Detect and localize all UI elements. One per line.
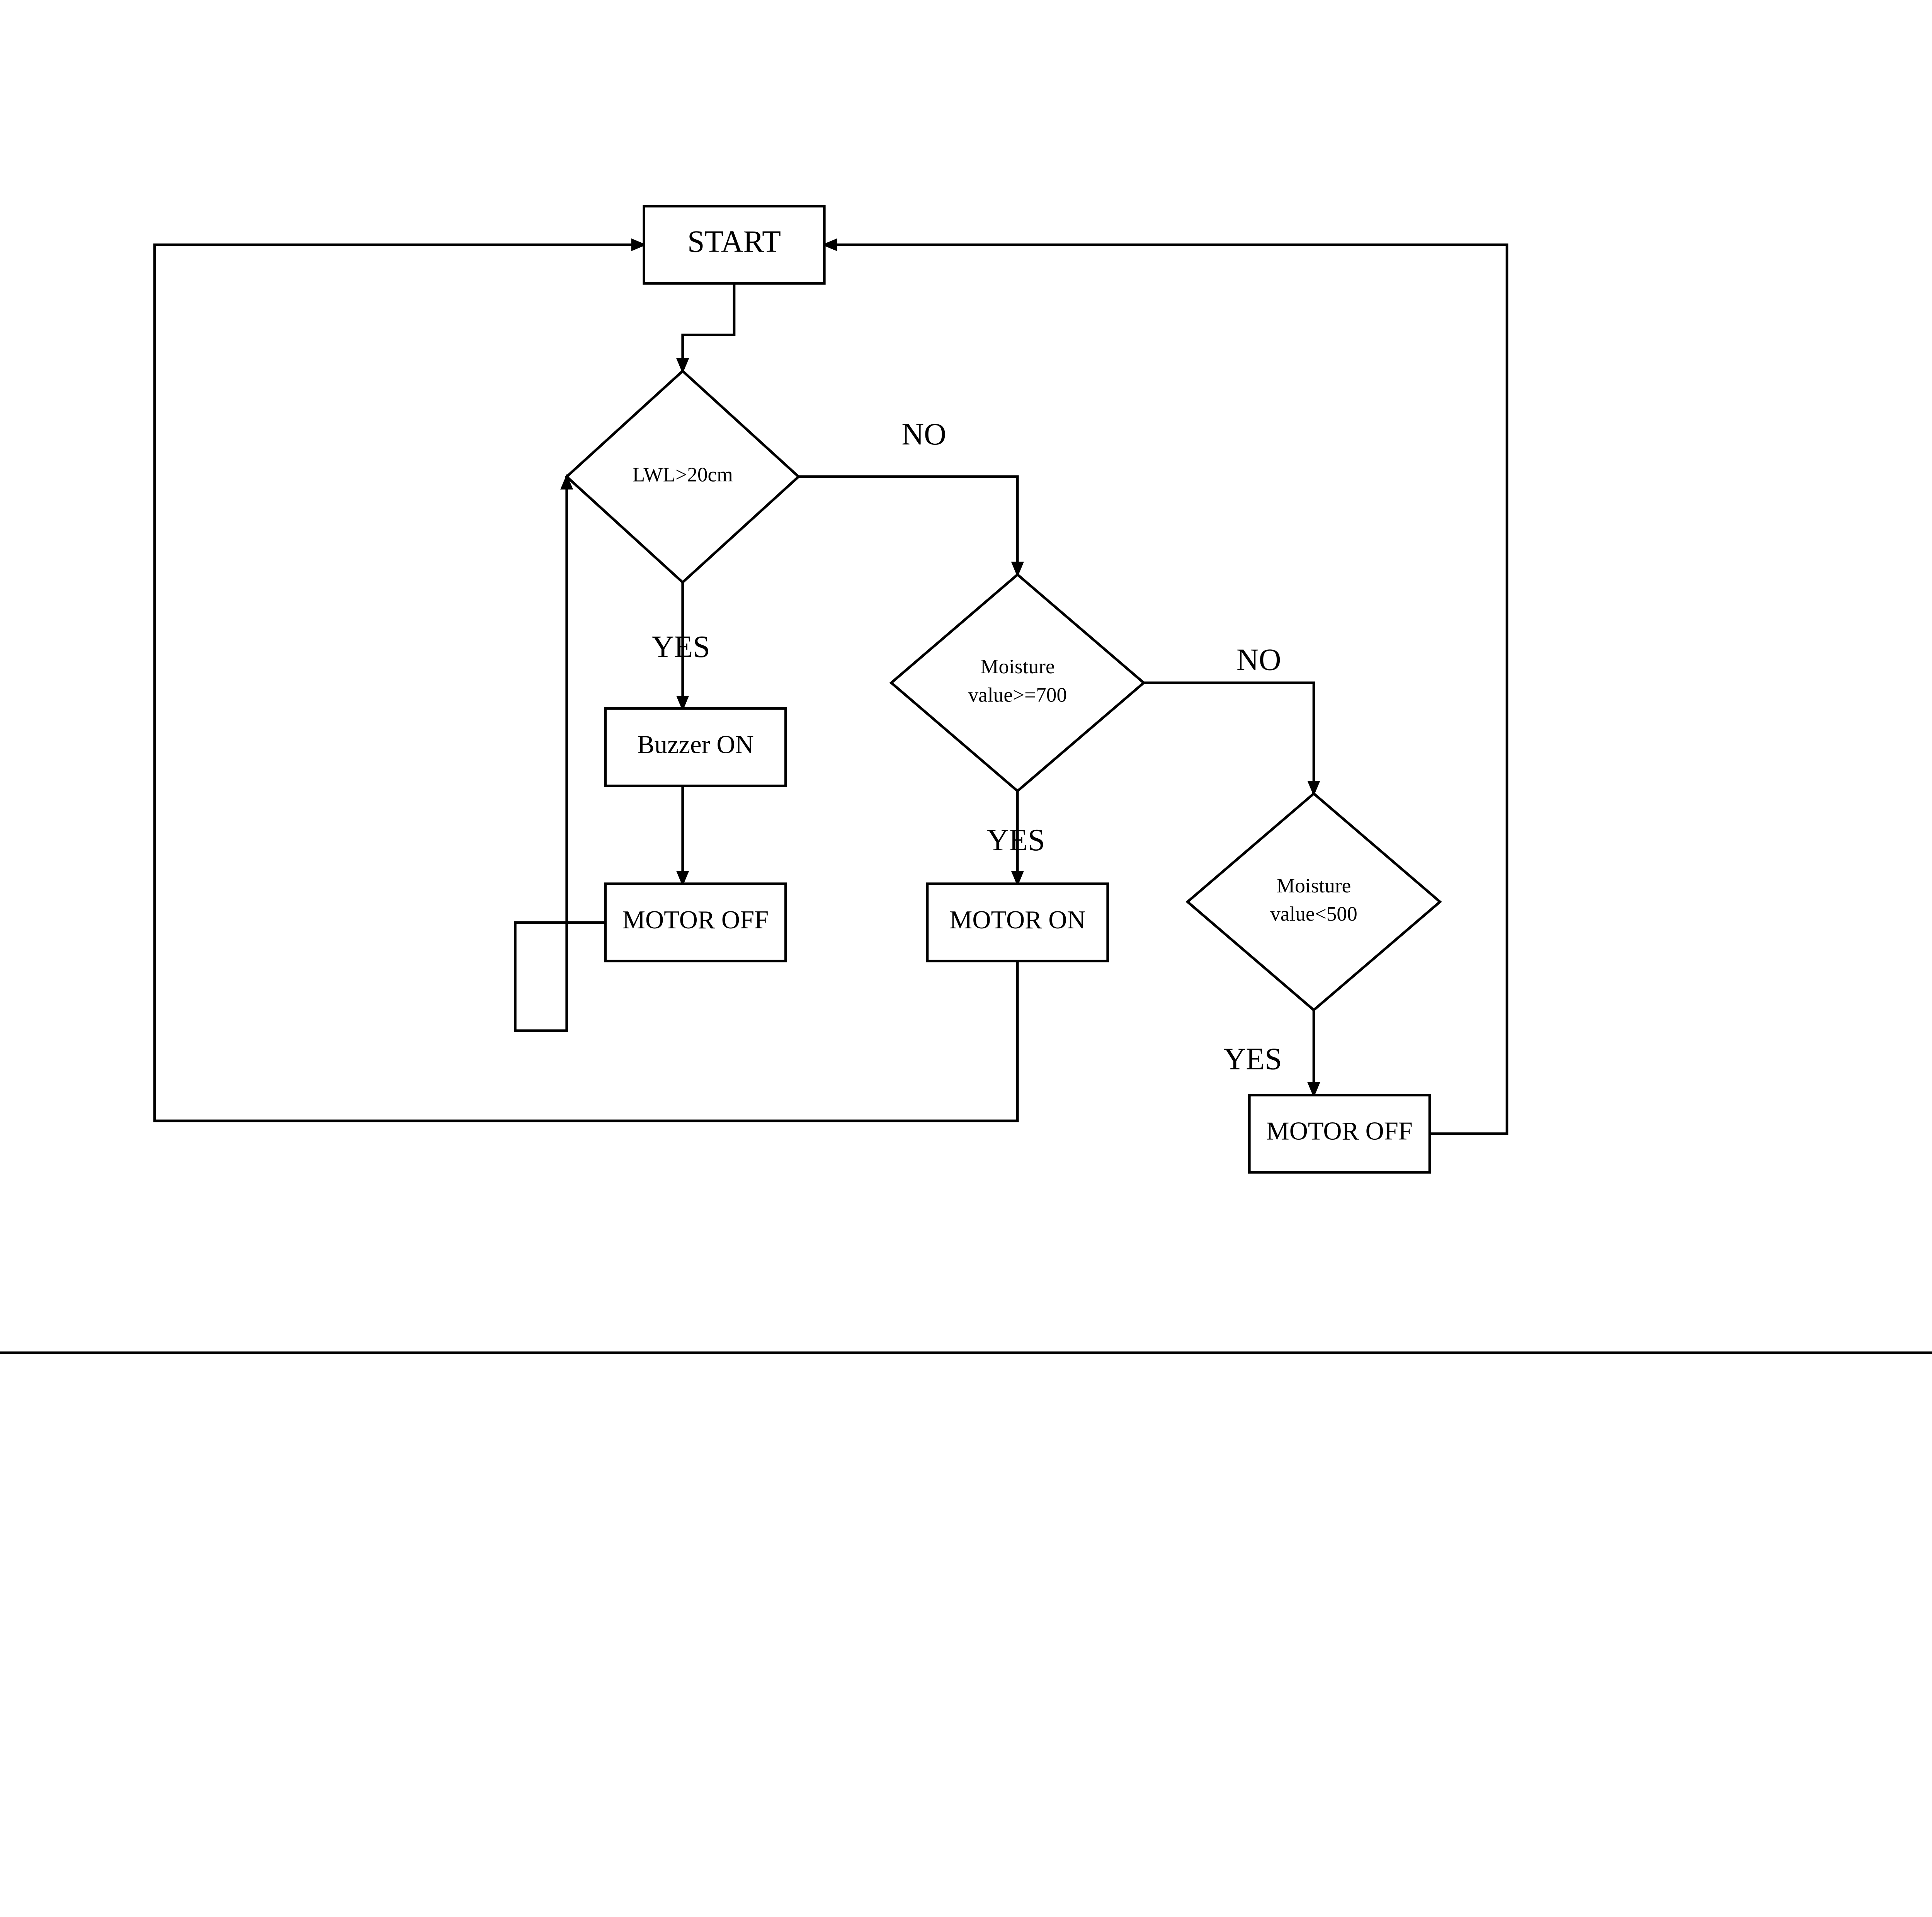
edge-label-e_moist500_yes: YES [1224,1042,1282,1076]
edge-label-e_lwl_no: NO [901,417,946,451]
node-label-motor_off_right: MOTOR OFF [1266,1117,1412,1146]
node-start: START [644,206,825,283]
edge-e_motoroffL_back [515,477,605,1030]
flowchart-canvas: START LWL>20cm Buzzer ON MOTOR OFF Moisture v… [0,0,1932,1365]
node-label-moisture_700-line1: value>=700 [968,683,1067,707]
edge-e_start_lwl [683,283,734,371]
edge-e_moist700_no [1144,683,1314,794]
node-label-motor_on: MOTOR ON [949,906,1085,934]
node-motor_on: MOTOR ON [927,884,1108,961]
node-moisture_700: Moisture value>=700 [891,575,1144,791]
nodes-layer: START LWL>20cm Buzzer ON MOTOR OFF Moisture v… [567,206,1440,1172]
edge-e_motoron_back [155,245,1017,1121]
node-moisture_500: Moisture value<500 [1187,793,1440,1010]
node-label-motor_off_left: MOTOR OFF [622,906,769,934]
node-label-buzzer: Buzzer ON [637,731,754,759]
node-lwl: LWL>20cm [567,371,799,582]
node-motor_off_right: MOTOR OFF [1249,1095,1430,1172]
edge-label-e_moist700_yes: YES [986,823,1045,857]
node-label-start: START [687,225,781,259]
edge-label-e_moist700_no: NO [1236,643,1281,677]
node-buzzer: Buzzer ON [605,708,786,786]
node-label-moisture_500-line0: Moisture [1277,874,1351,897]
node-motor_off_left: MOTOR OFF [605,884,786,961]
node-label-moisture_500-line1: value<500 [1270,902,1357,925]
edge-e_lwl_no [799,477,1018,574]
node-label-moisture_700-line0: Moisture [980,655,1055,678]
edge-label-e_lwl_yes: YES [652,630,710,664]
node-label-lwl-line0: LWL>20cm [633,463,733,486]
